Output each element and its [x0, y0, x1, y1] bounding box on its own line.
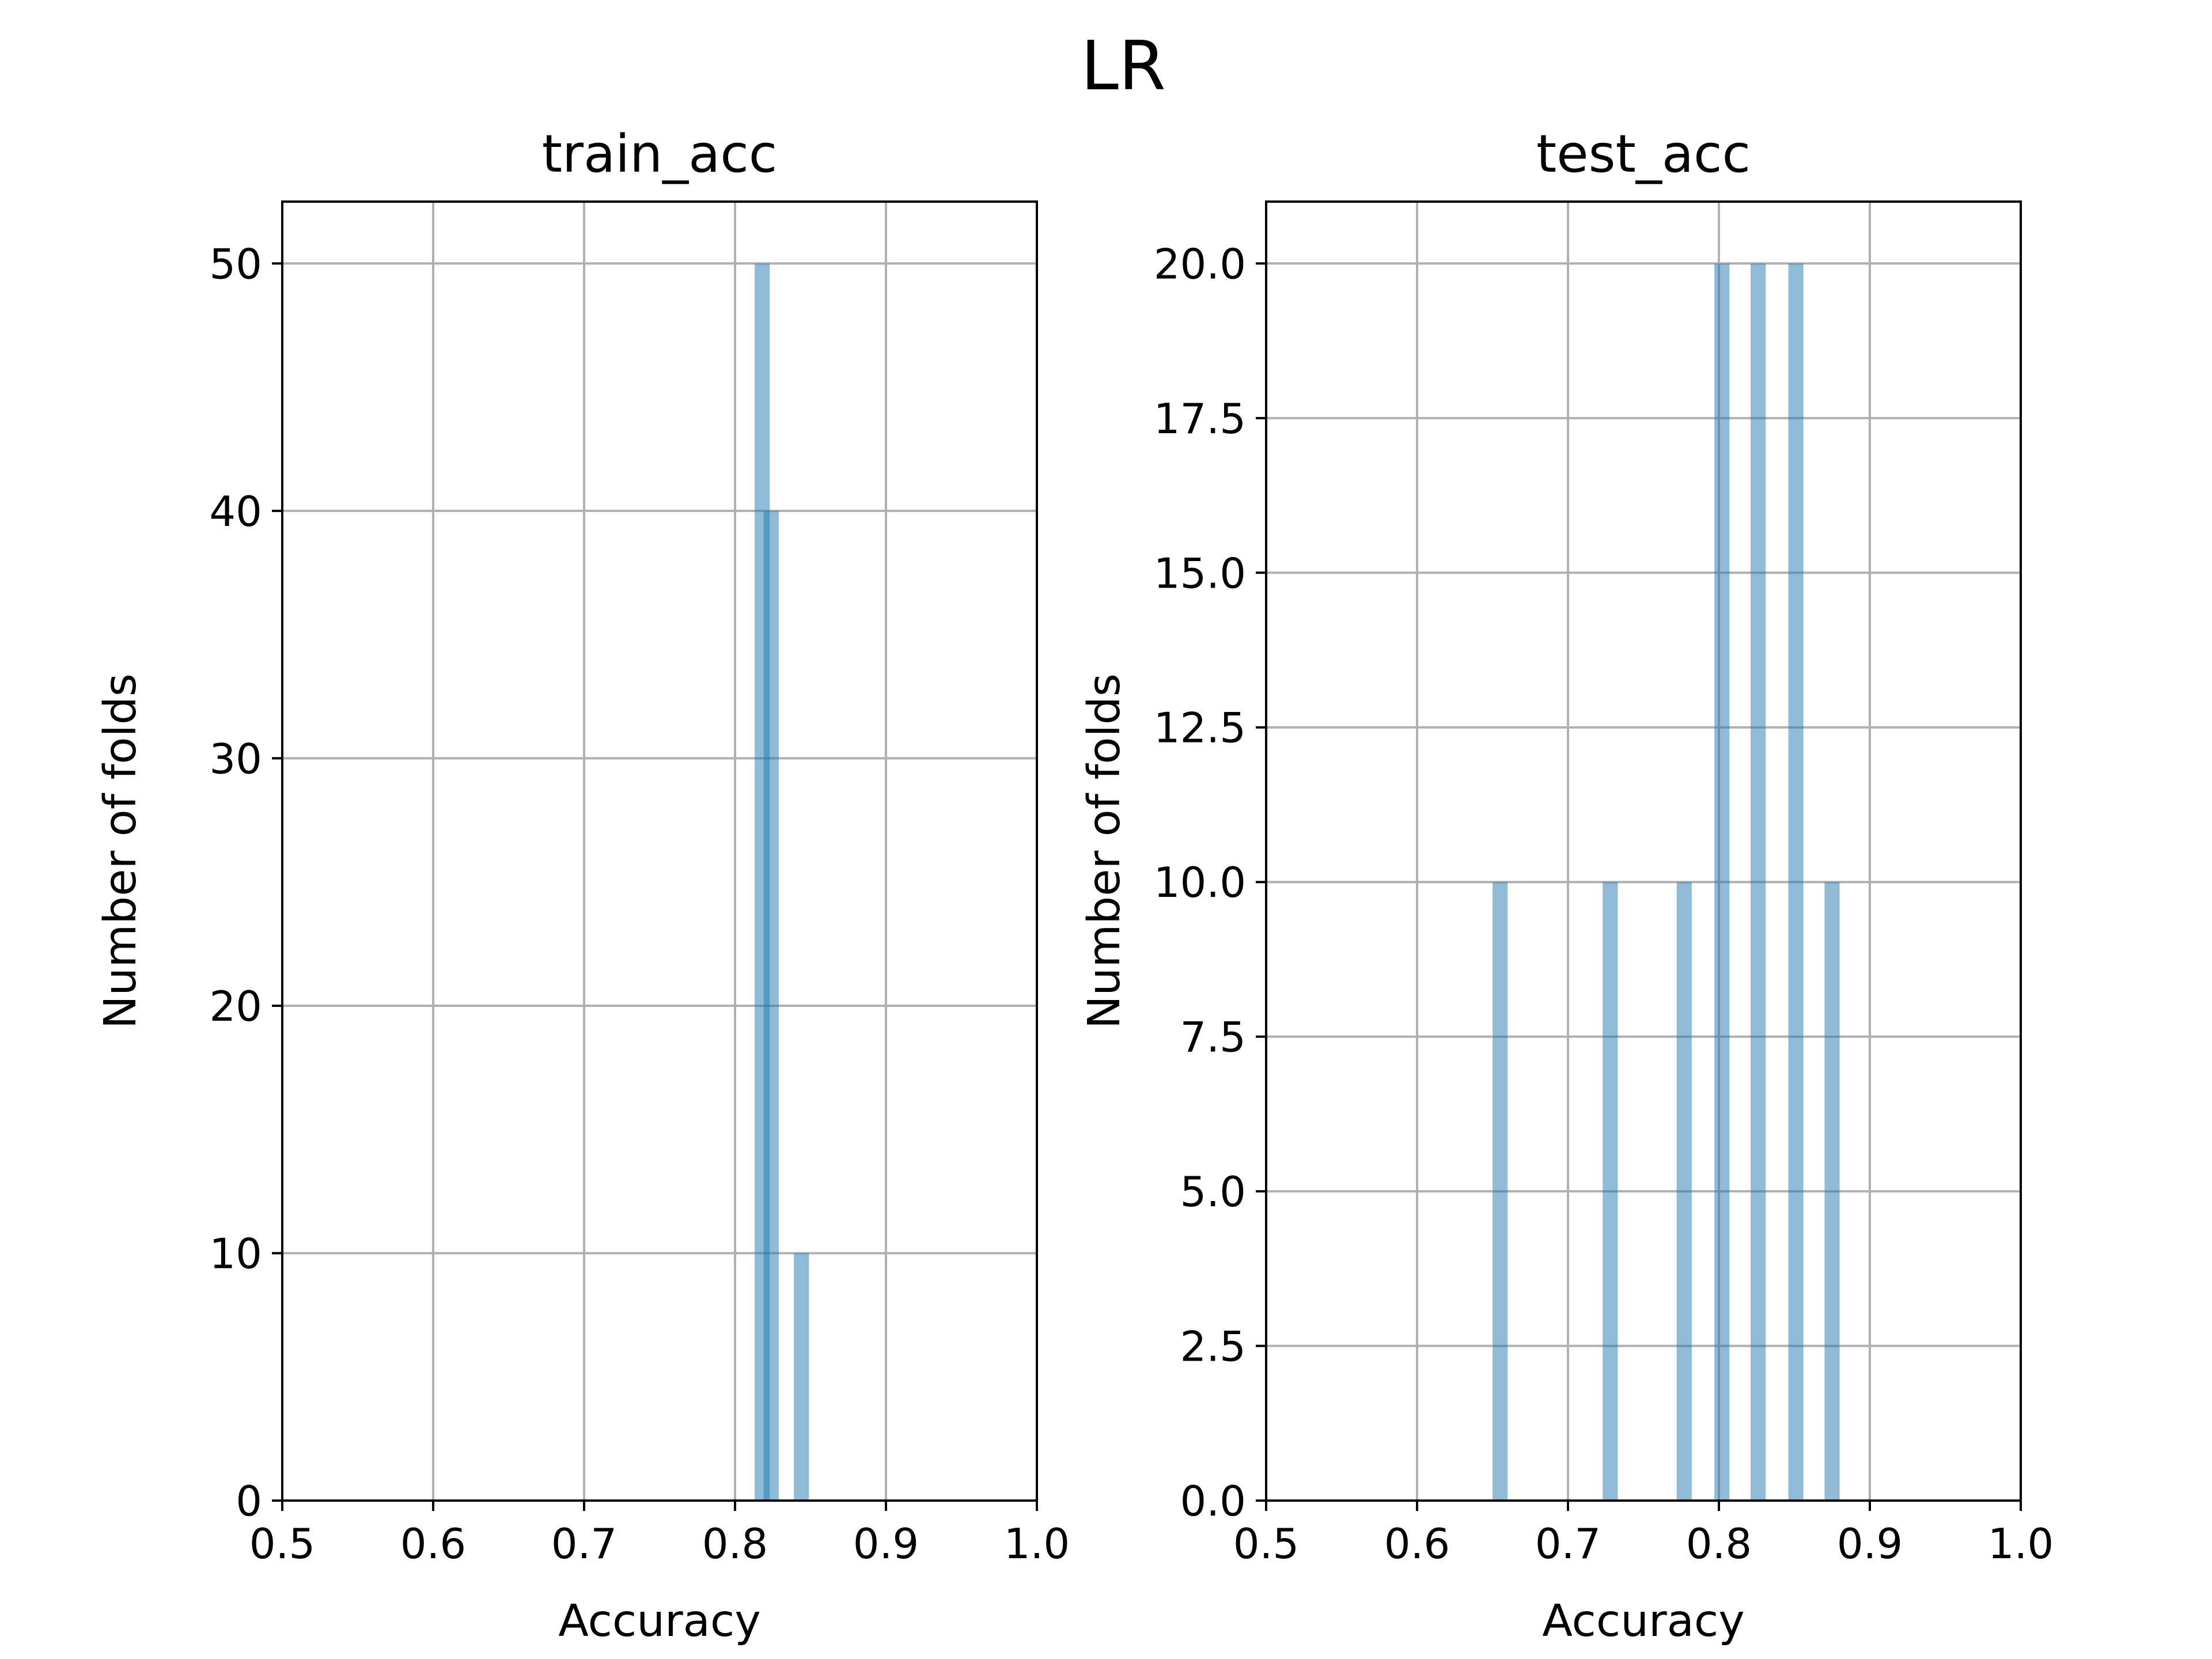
test-acc-panel: 0.5 0.6 0.7 0.8 0.9 1.0 0.0 2.5 5.0 7.5 10.0 12.5 15…: [1079, 124, 2054, 1647]
train-acc-panel: 0.5 0.6 0.7 0.8 0.9 1.0 0 10 20 30 40 50 train_acc Ac…: [95, 124, 1070, 1647]
y-axis-label: Number of folds: [95, 673, 146, 1029]
x-tick-label: 0.8: [1686, 1520, 1752, 1568]
x-tick-label: 0.6: [1384, 1520, 1450, 1568]
x-axis-label: Accuracy: [1542, 1596, 1745, 1647]
y-tick-label: 12.5: [1154, 704, 1246, 752]
histogram-bar: [1788, 263, 1804, 1501]
y-tick-label: 0: [236, 1477, 262, 1525]
histogram-bar: [1493, 882, 1508, 1501]
y-tick-label: 10.0: [1154, 858, 1246, 907]
histogram-bar: [1824, 882, 1840, 1501]
figure-title: LR: [1081, 26, 1166, 105]
histogram-bar: [763, 510, 779, 1501]
axes-frame: [281, 200, 1038, 1502]
y-axis-label: Number of folds: [1079, 673, 1130, 1029]
histogram-bar: [1676, 882, 1692, 1501]
y-tick-label: 10: [209, 1229, 262, 1278]
y-tick-label: 2.5: [1180, 1323, 1246, 1371]
x-axis-label: Accuracy: [558, 1596, 761, 1647]
x-tick-label: 0.5: [1233, 1520, 1300, 1568]
x-tick-label: 0.7: [551, 1520, 618, 1568]
y-tick-label: 15.0: [1154, 549, 1246, 597]
histogram-bar: [1714, 263, 1730, 1501]
axes-frame: [1265, 200, 2022, 1502]
x-tick-label: 0.5: [249, 1520, 316, 1568]
y-tick-label: 17.5: [1154, 395, 1246, 443]
histogram-bar: [1751, 263, 1766, 1501]
x-tick-label: 0.6: [400, 1520, 467, 1568]
histogram-bar: [1603, 882, 1618, 1501]
y-tick-label: 50: [209, 240, 262, 288]
y-tick-label: 20.0: [1154, 240, 1246, 288]
y-tick-label: 40: [209, 487, 262, 536]
histogram-bar: [794, 1253, 809, 1501]
x-tick-label: 1.0: [1988, 1520, 2054, 1568]
x-tick-label: 0.9: [1837, 1520, 1903, 1568]
y-tick-label: 7.5: [1180, 1013, 1246, 1062]
y-tick-label: 0.0: [1180, 1477, 1246, 1525]
x-tick-label: 0.7: [1535, 1520, 1601, 1568]
panel-title: test_acc: [1536, 124, 1751, 184]
y-tick-label: 30: [209, 734, 262, 783]
x-tick-label: 0.9: [853, 1520, 919, 1568]
x-tick-label: 1.0: [1004, 1520, 1070, 1568]
y-tick-label: 20: [209, 982, 262, 1031]
panel-title: train_acc: [542, 124, 778, 184]
x-tick-label: 0.8: [702, 1520, 768, 1568]
y-tick-label: 5.0: [1180, 1168, 1246, 1216]
